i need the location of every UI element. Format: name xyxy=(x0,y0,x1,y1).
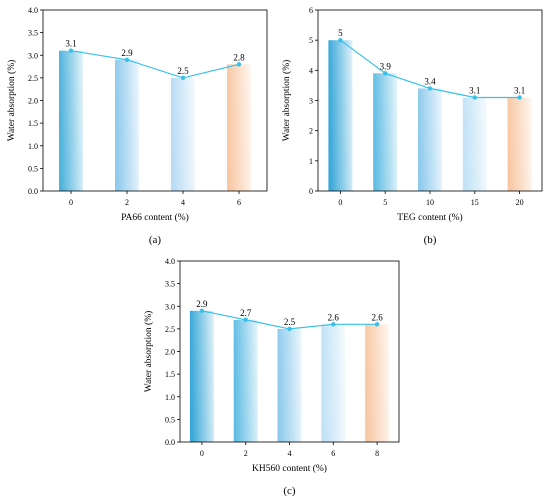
y-tick-label: 1.5 xyxy=(28,119,38,128)
y-tick-label: 6 xyxy=(309,6,313,15)
y-tick-label: 3.5 xyxy=(165,280,175,289)
data-point xyxy=(338,37,343,43)
y-tick-label: 3.0 xyxy=(165,302,175,311)
bar-2 xyxy=(115,59,139,191)
y-tick-label: 3.0 xyxy=(28,51,38,60)
data-label: 2.5 xyxy=(284,317,296,327)
data-label: 2.7 xyxy=(240,308,252,318)
panel-label: (b) xyxy=(424,234,437,246)
bar-0 xyxy=(189,310,214,442)
x-tick-label: 4 xyxy=(288,449,292,458)
data-point xyxy=(124,57,130,62)
data-label: 2.6 xyxy=(371,312,383,322)
data-label: 2.9 xyxy=(121,48,133,58)
data-label: 2.5 xyxy=(177,66,189,76)
y-tick-label: 1.0 xyxy=(165,393,175,402)
panel-label: (a) xyxy=(149,234,162,246)
x-tick-label: 10 xyxy=(426,198,434,207)
data-label: 2.8 xyxy=(233,52,245,62)
y-axis-label: Water absorption (%) xyxy=(143,311,154,393)
y-axis-label: Water absorption (%) xyxy=(6,60,17,142)
chart-b: 0 1 2 3 4 5 6 0 5 10 15 20 5 3.9 3.4 3.1 3.1 Water absorp… xyxy=(281,6,543,246)
data-point xyxy=(68,48,74,53)
y-tick-label: 1.5 xyxy=(165,370,175,379)
y-tick-label: 2.0 xyxy=(28,97,38,106)
x-tick-label: 2 xyxy=(125,198,129,207)
x-tick-label: 6 xyxy=(331,449,335,458)
x-tick-label: 2 xyxy=(244,449,248,458)
data-label: 5 xyxy=(338,28,343,38)
x-tick-label: 4 xyxy=(181,198,185,207)
data-point xyxy=(374,322,380,327)
y-tick-label: 0.5 xyxy=(165,415,175,424)
y-tick-label: 2 xyxy=(309,127,313,136)
y-tick-label: 2.5 xyxy=(28,74,38,83)
data-label: 3.9 xyxy=(380,61,392,71)
chart-a: 0.0 0.5 1.0 1.5 2.0 2.5 3.0 3.5 4.0 0 2 4 6 3.1 2.9 2.5… xyxy=(6,6,268,246)
data-label: 3.1 xyxy=(514,85,525,95)
data-label: 2.6 xyxy=(328,312,340,322)
bar-4 xyxy=(277,328,302,442)
y-tick-label: 0.0 xyxy=(28,187,38,196)
y-tick-label: 4 xyxy=(309,66,313,75)
data-point xyxy=(427,86,433,91)
bar-20 xyxy=(507,97,532,191)
x-tick-label: 6 xyxy=(237,198,241,207)
x-tick-label: 5 xyxy=(383,198,387,207)
data-point xyxy=(236,62,242,67)
data-label: 3.4 xyxy=(424,76,436,86)
y-tick-label: 2.0 xyxy=(165,348,175,357)
trend-line xyxy=(70,50,240,79)
x-axis-label: KH560 content (%) xyxy=(252,463,327,474)
bar-4 xyxy=(171,77,195,191)
y-tick-label: 0 xyxy=(309,187,313,196)
data-label: 2.9 xyxy=(196,299,208,309)
data-point xyxy=(243,317,248,323)
x-tick-label: 0 xyxy=(69,198,73,207)
data-label: 3.1 xyxy=(65,39,76,49)
x-tick-label: 0 xyxy=(338,198,342,207)
data-point xyxy=(331,322,336,327)
bar-15 xyxy=(462,97,487,191)
x-tick-label: 8 xyxy=(375,449,379,458)
x-axis-label: PA66 content (%) xyxy=(121,212,189,223)
bar-6 xyxy=(321,324,346,442)
y-tick-label: 3.5 xyxy=(28,29,38,38)
data-point xyxy=(287,326,292,332)
chart-c: 0.0 0.5 1.0 1.5 2.0 2.5 3.0 3.5 4.0 0 2 4 6 8 2.9 2.7 2.… xyxy=(143,257,400,497)
y-tick-label: 0.5 xyxy=(28,164,38,173)
data-point xyxy=(199,308,205,313)
bar-2 xyxy=(233,319,258,442)
bar-6 xyxy=(227,64,251,191)
data-label: 3.1 xyxy=(469,85,480,95)
bar-5 xyxy=(373,73,398,191)
y-tick-label: 5 xyxy=(309,36,313,45)
y-tick-label: 4.0 xyxy=(165,257,175,266)
y-tick-label: 1.0 xyxy=(28,142,38,151)
bar-8 xyxy=(365,324,390,442)
y-tick-label: 3 xyxy=(309,97,313,106)
y-tick-label: 0.0 xyxy=(165,438,175,447)
panel-label: (c) xyxy=(283,485,296,497)
bar-0 xyxy=(328,40,353,192)
bar-10 xyxy=(418,88,442,191)
bar-0 xyxy=(59,50,83,192)
y-tick-label: 1 xyxy=(309,157,313,166)
data-point xyxy=(180,75,186,81)
x-tick-label: 15 xyxy=(471,198,479,207)
data-point xyxy=(383,71,388,76)
y-tick-label: 4.0 xyxy=(28,6,38,15)
x-tick-label: 0 xyxy=(200,449,204,458)
y-tick-label: 2.5 xyxy=(165,325,175,334)
data-point xyxy=(517,95,522,100)
y-axis-label: Water absorption (%) xyxy=(281,60,292,142)
x-axis-label: TEG content (%) xyxy=(397,212,462,223)
data-point xyxy=(472,95,477,100)
x-tick-label: 20 xyxy=(516,198,524,207)
